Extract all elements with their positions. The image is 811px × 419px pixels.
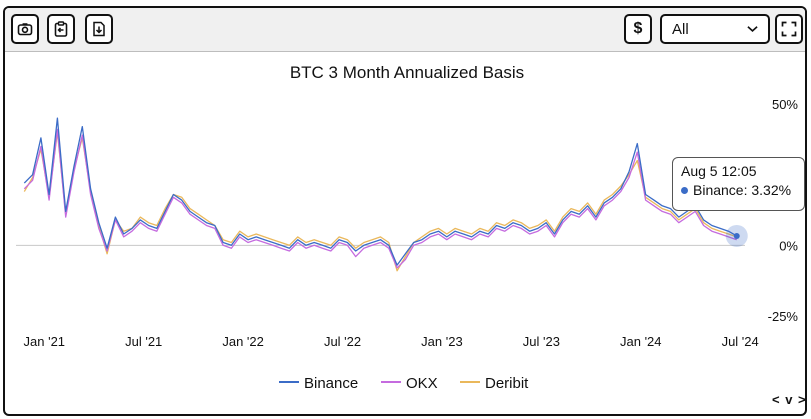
y-axis-ticks: 50% 0% -25% [768, 97, 799, 324]
tooltip-series-dot [681, 186, 688, 194]
tooltip-date: Aug 5 12:05 [681, 163, 757, 179]
clipboard-copy-icon [54, 21, 68, 37]
x-tick-label: Jul '22 [324, 334, 361, 349]
chevron-down-icon [747, 26, 758, 32]
legend-item-okx[interactable]: OKX [381, 375, 438, 392]
legend-label: OKX [406, 375, 438, 392]
x-tick-label: Jul '21 [125, 334, 162, 349]
fullscreen-button[interactable] [775, 14, 803, 44]
series-lines [23, 117, 738, 272]
legend-item-binance[interactable]: Binance [279, 375, 358, 392]
x-tick-label: Jan '23 [421, 334, 463, 349]
chart-legend: Binance OKX Deribit [279, 375, 529, 392]
legend-item-deribit[interactable]: Deribit [460, 375, 529, 392]
chart-toolbar: $ All [5, 8, 805, 52]
x-tick-label: Jan '22 [222, 334, 264, 349]
download-button[interactable] [85, 14, 113, 44]
y-tick-label: -25% [768, 309, 799, 324]
pagination-nav[interactable]: < v > [772, 392, 807, 407]
currency-label: $ [633, 20, 643, 37]
copy-to-clipboard-button[interactable] [47, 14, 75, 44]
y-tick-label: 0% [779, 238, 798, 253]
y-tick-label: 50% [772, 97, 798, 112]
chart-title: BTC 3 Month Annualized Basis [290, 63, 524, 82]
x-tick-label: Jan '24 [620, 334, 662, 349]
x-tick-label: Jul '24 [722, 334, 759, 349]
hover-point[interactable] [733, 232, 740, 239]
legend-label: Deribit [485, 375, 529, 392]
x-tick-label: Jan '21 [24, 334, 66, 349]
tooltip-row: Binance: 3.32% [681, 182, 796, 198]
currency-button[interactable]: $ [624, 14, 652, 44]
legend-label: Binance [304, 375, 358, 392]
range-select[interactable]: All [660, 14, 770, 44]
camera-icon [17, 23, 33, 36]
range-select-value: All [672, 20, 689, 38]
hover-tooltip: Aug 5 12:05 Binance: 3.32% [672, 157, 805, 211]
x-axis-ticks: Jan '21 Jul '21 Jan '22 Jul '22 Jan '23 Jul '… [24, 334, 759, 349]
download-file-icon [93, 21, 105, 37]
x-tick-label: Jul '23 [523, 334, 560, 349]
fullscreen-icon [781, 21, 797, 37]
series-line-okx[interactable] [23, 128, 737, 269]
screenshot-button[interactable] [11, 14, 39, 44]
series-line-deribit[interactable] [23, 131, 737, 272]
tooltip-value-text: Binance: 3.32% [693, 182, 792, 198]
series-line-binance[interactable] [23, 117, 738, 266]
